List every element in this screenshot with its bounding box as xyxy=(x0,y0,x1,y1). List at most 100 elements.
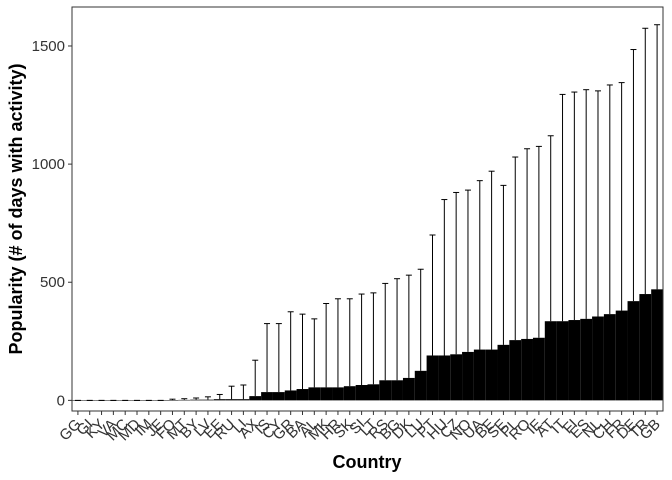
error-bar-HU xyxy=(441,199,448,356)
error-bar-AX xyxy=(252,359,259,397)
bar-BG xyxy=(391,380,403,401)
bar-RU xyxy=(225,399,238,401)
error-bar-IT xyxy=(559,93,566,322)
y-axis: 0 500 1000 1500 xyxy=(32,38,72,409)
bar-MC xyxy=(119,400,132,401)
bars xyxy=(72,289,663,401)
bar-NO xyxy=(462,351,474,401)
bar-PL xyxy=(509,340,522,401)
bar-TR xyxy=(639,294,652,401)
bar-RO xyxy=(521,338,533,401)
error-bar-SI xyxy=(358,293,365,386)
bar-IE xyxy=(532,337,545,401)
bar-MD xyxy=(131,400,143,401)
bar-CH xyxy=(603,314,616,401)
bar-IS xyxy=(261,392,273,401)
x-axis: GGGIKYVAMCMDIMJEFOMTBYLVEERULIAXISCYGRBA… xyxy=(56,411,664,444)
error-bar-GR xyxy=(287,311,294,391)
bar-FR xyxy=(615,310,628,401)
error-bar-IE xyxy=(535,145,542,338)
bar-GR xyxy=(284,390,297,401)
bar-LT xyxy=(367,384,380,401)
bar-SE xyxy=(497,344,510,401)
error-bar-FO xyxy=(169,398,176,401)
bar-DE xyxy=(627,301,640,401)
error-bar-FR xyxy=(618,82,625,311)
bar-AL xyxy=(308,387,321,401)
error-bar-CH xyxy=(606,84,613,315)
error-bar-LU xyxy=(417,268,424,371)
bar-FO xyxy=(166,400,179,401)
error-bar-MT xyxy=(181,398,188,400)
bar-MK xyxy=(320,387,333,401)
error-bar-GB xyxy=(654,24,661,290)
x-axis-title: Country xyxy=(333,452,402,472)
error-bar-AT xyxy=(547,135,554,322)
bar-PT xyxy=(426,355,439,401)
error-bar-BG xyxy=(394,278,401,381)
error-bar-LI xyxy=(240,384,247,400)
bar-UA xyxy=(473,349,486,401)
bar-SK xyxy=(343,386,356,401)
error-bar-IS xyxy=(264,323,271,393)
bar-BY xyxy=(190,399,203,401)
bar-GI xyxy=(83,400,96,401)
error-bar-CY xyxy=(275,323,282,393)
y-axis-title: Popularity (# of days with activity) xyxy=(6,63,26,354)
bar-IT xyxy=(556,321,569,401)
bar-EE xyxy=(213,399,226,401)
y-tick-label: 1000 xyxy=(32,156,65,173)
error-bar-NL xyxy=(594,90,601,317)
error-bar-CZ xyxy=(453,191,460,355)
error-bar-FI xyxy=(571,91,578,321)
error-bars xyxy=(74,24,661,401)
bar-IM xyxy=(142,400,155,401)
error-bar-HR xyxy=(334,298,341,388)
y-tick-label: 1500 xyxy=(32,38,65,55)
error-bar-MK xyxy=(323,303,330,388)
bar-ES xyxy=(580,318,593,401)
error-bar-DK xyxy=(405,274,412,378)
error-bar-RU xyxy=(228,385,235,400)
bar-HR xyxy=(332,387,344,401)
bar-JE xyxy=(154,400,167,401)
bar-LV xyxy=(202,399,214,401)
bar-CZ xyxy=(450,354,463,401)
bar-AT xyxy=(544,321,557,401)
bar-GG xyxy=(72,400,84,401)
bar-GB xyxy=(651,289,663,401)
y-tick-label: 500 xyxy=(40,274,65,291)
error-bar-RS xyxy=(382,282,389,381)
error-bar-RO xyxy=(524,148,531,339)
bar-CY xyxy=(272,392,285,401)
error-bar-BA xyxy=(299,313,306,390)
bar-SI xyxy=(355,385,368,401)
bar-DK xyxy=(402,377,415,401)
bar-FI xyxy=(568,320,581,401)
error-bar-BY xyxy=(193,397,200,400)
error-bar-AL xyxy=(311,318,318,388)
bar-MT xyxy=(178,399,191,401)
y-tick-label: 0 xyxy=(57,392,65,409)
bar-BE xyxy=(485,349,498,401)
bar-RS xyxy=(379,380,392,401)
error-bar-PT xyxy=(429,234,436,356)
plot-panel-border xyxy=(71,6,664,412)
error-bar-BE xyxy=(488,170,495,350)
error-bar-LT xyxy=(370,292,377,385)
error-bar-DE xyxy=(630,49,637,302)
bar-KY xyxy=(95,400,108,401)
error-bar-SK xyxy=(346,298,353,387)
bar-LU xyxy=(414,370,427,401)
error-bar-EE xyxy=(216,393,223,400)
error-bar-TR xyxy=(642,27,649,295)
bar-BA xyxy=(296,389,309,401)
bar-VA xyxy=(107,400,120,401)
error-bar-SE xyxy=(500,184,507,345)
error-bar-LV xyxy=(204,396,211,400)
bar-NL xyxy=(592,316,604,401)
error-bar-PL xyxy=(512,156,519,341)
error-bar-ES xyxy=(583,89,590,319)
bar-HU xyxy=(438,355,451,401)
